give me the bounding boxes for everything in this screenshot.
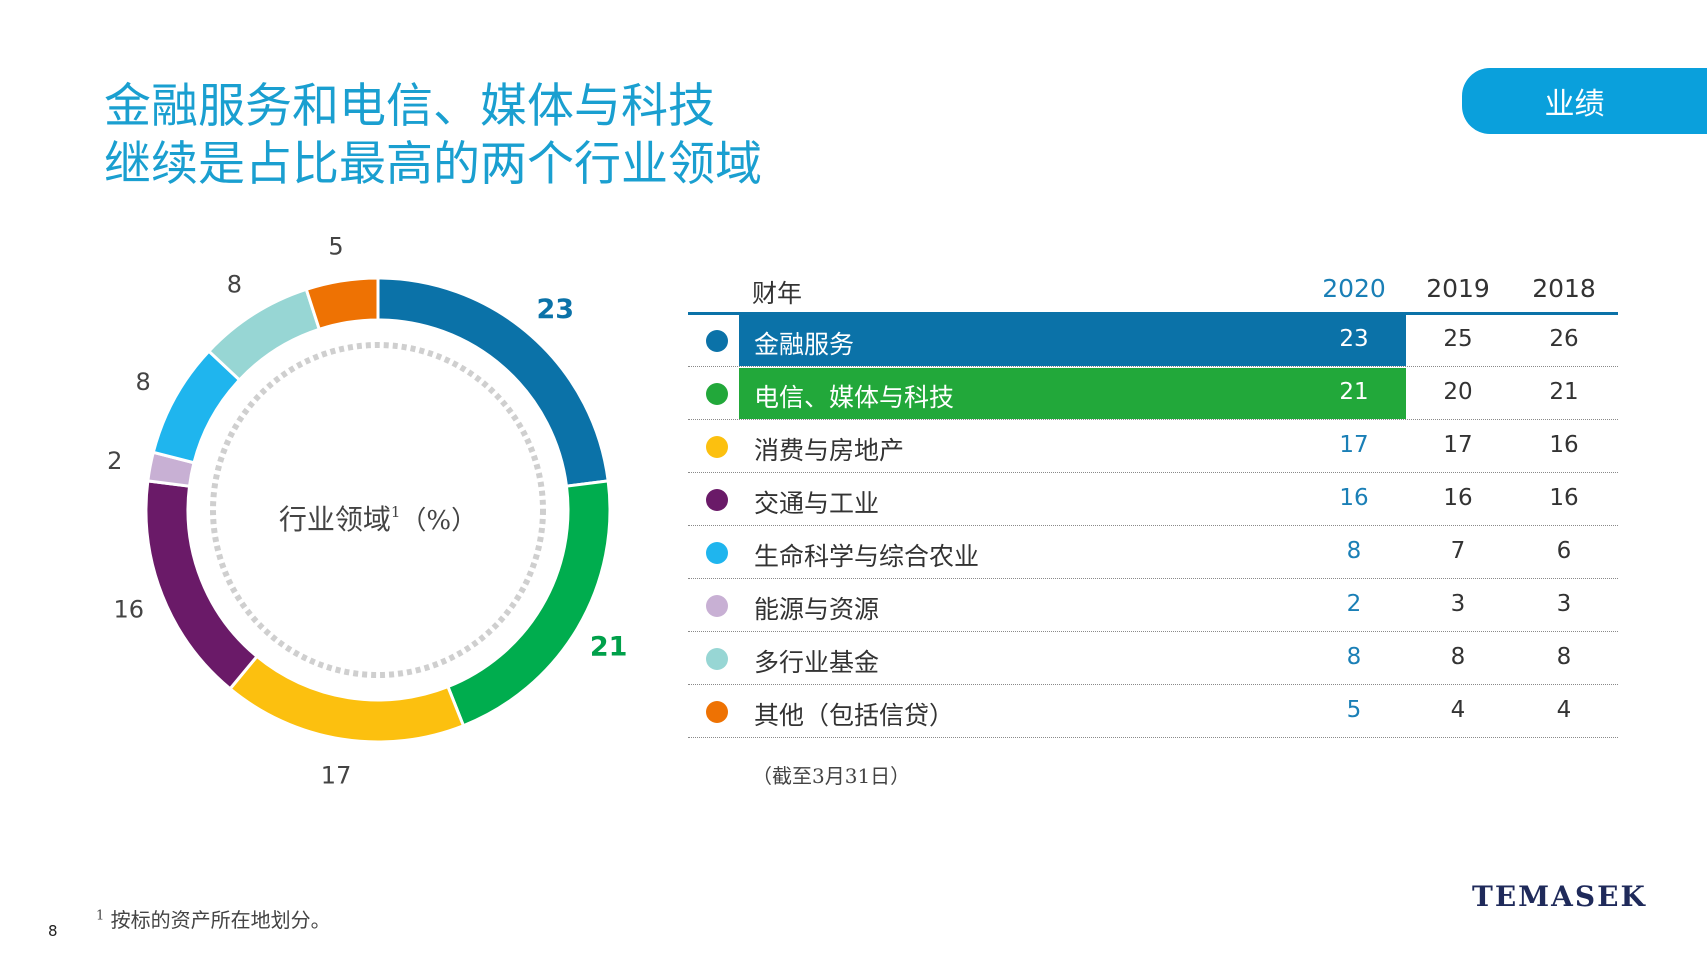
sector-label: 金融服务 [754, 330, 855, 359]
value-2020: 21 [1339, 379, 1369, 405]
donut-value-label-3: 16 [114, 596, 145, 624]
donut-value-label-6: 8 [227, 271, 242, 299]
table-note: （截至3月31日） [752, 764, 911, 788]
value-2020: 2 [1346, 591, 1362, 617]
sector-label: 其他（包括信贷） [754, 701, 955, 730]
donut-slice-7 [304, 276, 380, 332]
row-highlight-tmt [739, 368, 1406, 419]
donut-value-label-5: 8 [136, 368, 151, 396]
page-title: 金融服务和电信、媒体与科技 继续是占比最高的两个行业领域 [104, 78, 762, 194]
legend-dot-life-sciences-agri [706, 542, 728, 564]
table-row-consumer-real-estate: 消费与房地产 17 17 16 [688, 420, 1618, 473]
value-2019: 3 [1450, 591, 1466, 617]
donut-center-unit: （%） [400, 506, 477, 536]
legend-dot-others [706, 701, 728, 723]
value-2019: 8 [1450, 644, 1466, 670]
value-2018: 16 [1549, 485, 1579, 511]
legend-dot-consumer-real-estate [706, 436, 728, 458]
donut-slices [144, 276, 612, 744]
section-tab: 业绩 [1462, 68, 1707, 134]
legend-dot-energy-resources [706, 595, 728, 617]
table-header-2018: 2018 [1532, 274, 1596, 303]
sector-label: 多行业基金 [754, 648, 880, 677]
table-row-transportation-industrials: 交通与工业 16 16 16 [688, 473, 1618, 526]
table-header-2020: 2020 [1322, 274, 1386, 303]
value-2019: 17 [1443, 432, 1473, 458]
table-header-2019: 2019 [1426, 274, 1490, 303]
footnote-text: 按标的资产所在地划分。 [110, 908, 331, 932]
donut-center-label: 行业领域1（%） [279, 503, 477, 536]
donut-center-text: 行业领域 [279, 503, 391, 536]
legend-dot-multi-sector-funds [706, 648, 728, 670]
legend-dot-transportation-industrials [706, 489, 728, 511]
donut-value-labels: 23 21 17 16 2 8 8 5 [107, 232, 627, 789]
value-2018: 21 [1549, 379, 1579, 405]
sector-label: 消费与房地产 [754, 436, 905, 465]
value-2020: 16 [1339, 485, 1369, 511]
legend-dot-financial-services [706, 330, 728, 352]
sector-label: 能源与资源 [754, 595, 880, 624]
value-2020: 5 [1346, 697, 1362, 723]
page-number: 8 [48, 922, 58, 940]
footnote: 1 按标的资产所在地划分。 [96, 904, 331, 933]
table-row-financial-services: 金融服务 23 25 26 [688, 314, 1618, 367]
donut-value-label-4: 2 [107, 447, 122, 475]
value-2020: 23 [1339, 326, 1369, 352]
value-2019: 16 [1443, 485, 1473, 511]
page-title-line1: 金融服务和电信、媒体与科技 [104, 79, 715, 134]
value-2020: 8 [1346, 644, 1362, 670]
footnote-marker: 1 [96, 908, 105, 924]
donut-center-sup: 1 [391, 503, 401, 521]
donut-value-label-7: 5 [328, 232, 343, 260]
value-2018: 16 [1549, 432, 1579, 458]
value-2019: 20 [1443, 379, 1473, 405]
value-2019: 25 [1443, 326, 1473, 352]
value-2019: 7 [1450, 538, 1466, 564]
sector-label: 电信、媒体与科技 [754, 383, 955, 412]
sector-label: 交通与工业 [754, 489, 880, 518]
temasek-logo: TEMASEK [1472, 880, 1647, 913]
value-2018: 3 [1556, 591, 1572, 617]
table-row-life-sciences-agri: 生命科学与综合农业 8 7 6 [688, 526, 1618, 579]
table-row-others: 其他（包括信贷） 5 4 4 [688, 685, 1618, 738]
table-row-energy-resources: 能源与资源 2 3 3 [688, 579, 1618, 632]
sector-donut-chart: 23 21 17 16 2 8 8 5 行业领域1（%） [107, 232, 627, 789]
table-header-sector: 财年 [752, 279, 803, 308]
value-2019: 4 [1450, 697, 1466, 723]
table-header: 财年 2020 2019 2018 [688, 268, 1618, 315]
donut-value-label-0: 23 [536, 294, 574, 325]
donut-slice-3 [144, 479, 260, 691]
donut-inner-dashed-ring [210, 342, 546, 678]
sector-label: 生命科学与综合农业 [754, 542, 980, 571]
row-highlight-financial-services [739, 315, 1406, 366]
donut-value-label-1: 21 [590, 631, 628, 662]
value-2018: 26 [1549, 326, 1579, 352]
donut-value-label-2: 17 [321, 762, 352, 790]
value-2018: 6 [1556, 538, 1572, 564]
value-2018: 8 [1556, 644, 1572, 670]
value-2020: 17 [1339, 432, 1369, 458]
table-row-tmt: 电信、媒体与科技 21 20 21 [688, 367, 1618, 420]
value-2020: 8 [1346, 538, 1362, 564]
table-row-multi-sector-funds: 多行业基金 8 8 8 [688, 632, 1618, 685]
value-2018: 4 [1556, 697, 1572, 723]
page-title-line2: 继续是占比最高的两个行业领域 [104, 137, 762, 192]
legend-dot-tmt [706, 383, 728, 405]
